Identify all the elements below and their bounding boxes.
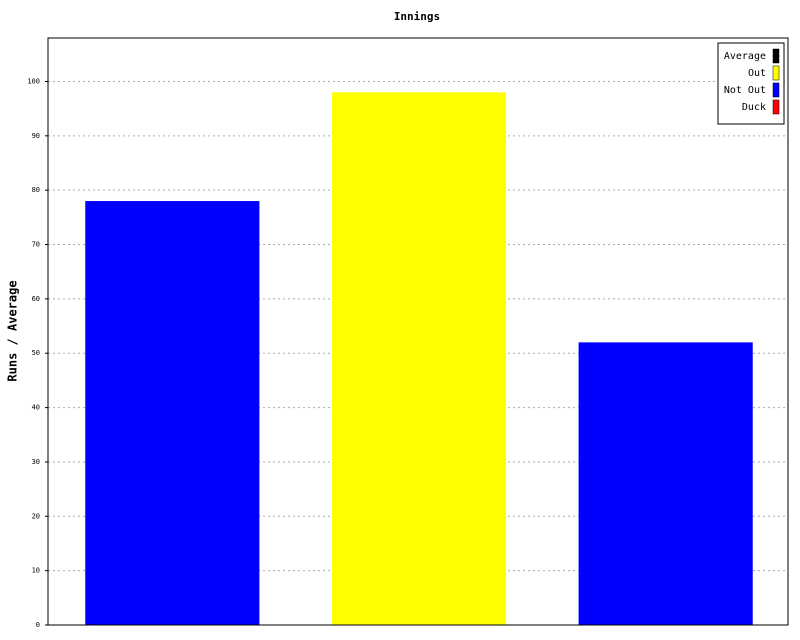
y-tick-label: 60 [32,295,40,303]
y-tick-label: 20 [32,512,40,520]
chart-title: Innings [394,10,440,23]
y-tick-label: 80 [32,186,40,194]
legend-label: Out [748,68,766,79]
y-axis-label: Runs / Average [6,280,20,381]
y-tick-label: 90 [32,132,40,140]
bar [578,342,753,625]
legend-label: Average [724,51,766,62]
y-tick-label: 50 [32,349,40,357]
y-tick-label: 70 [32,241,40,249]
legend-swatch [772,65,780,81]
legend-swatch [772,48,780,64]
y-tick-label: 30 [32,458,40,466]
legend-label: Duck [742,102,766,113]
legend-swatch [772,82,780,98]
plot-frame [47,37,789,626]
bar [331,92,507,625]
legend-swatch [772,99,780,115]
y-tick-label: 40 [32,404,40,412]
legend-label: Not Out [724,85,766,96]
bar [85,201,260,626]
y-tick-label: 0 [36,621,40,629]
y-tick-label: 10 [32,567,40,575]
y-tick-label: 100 [27,77,40,85]
